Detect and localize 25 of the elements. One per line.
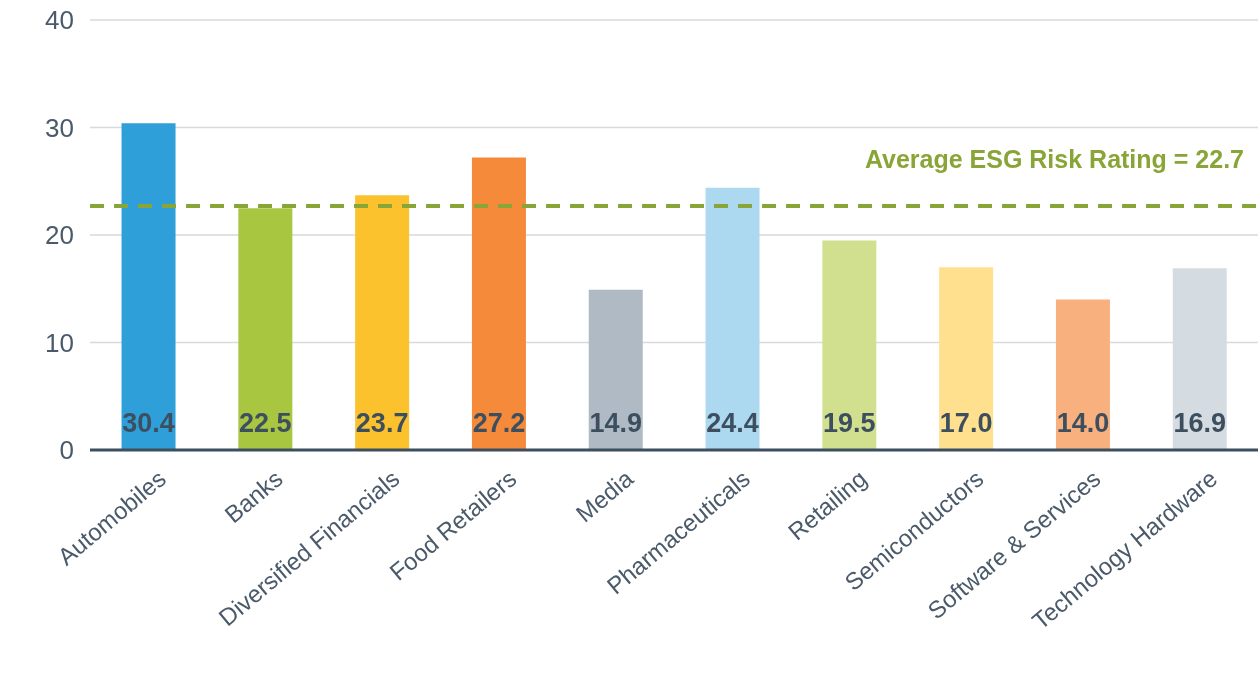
y-tick-label: 40 (45, 5, 74, 36)
data-label: 16.9 (1173, 408, 1227, 438)
bar (238, 208, 293, 450)
data-label: 19.5 (823, 408, 876, 438)
bar (355, 195, 410, 450)
data-label: 24.4 (706, 408, 759, 438)
bar (588, 289, 643, 450)
data-label: 30.4 (122, 408, 175, 438)
data-label: 14.9 (589, 408, 643, 438)
y-tick-label: 20 (45, 220, 74, 251)
data-label: 23.7 (355, 408, 409, 438)
bar (822, 240, 877, 450)
bar (705, 187, 760, 450)
data-label: 17.0 (939, 408, 993, 438)
data-label: 27.2 (472, 408, 526, 438)
bar (471, 157, 526, 450)
bar (939, 267, 994, 450)
y-tick-label: 30 (45, 112, 74, 143)
ref-line-label: Average ESG Risk Rating = 22.7 (864, 144, 1244, 173)
bar (121, 123, 176, 450)
y-tick-label: 0 (59, 435, 74, 466)
bar (1055, 299, 1110, 450)
data-label: 14.0 (1056, 408, 1110, 438)
y-tick-label: 10 (45, 327, 74, 358)
data-label: 22.5 (239, 408, 292, 438)
